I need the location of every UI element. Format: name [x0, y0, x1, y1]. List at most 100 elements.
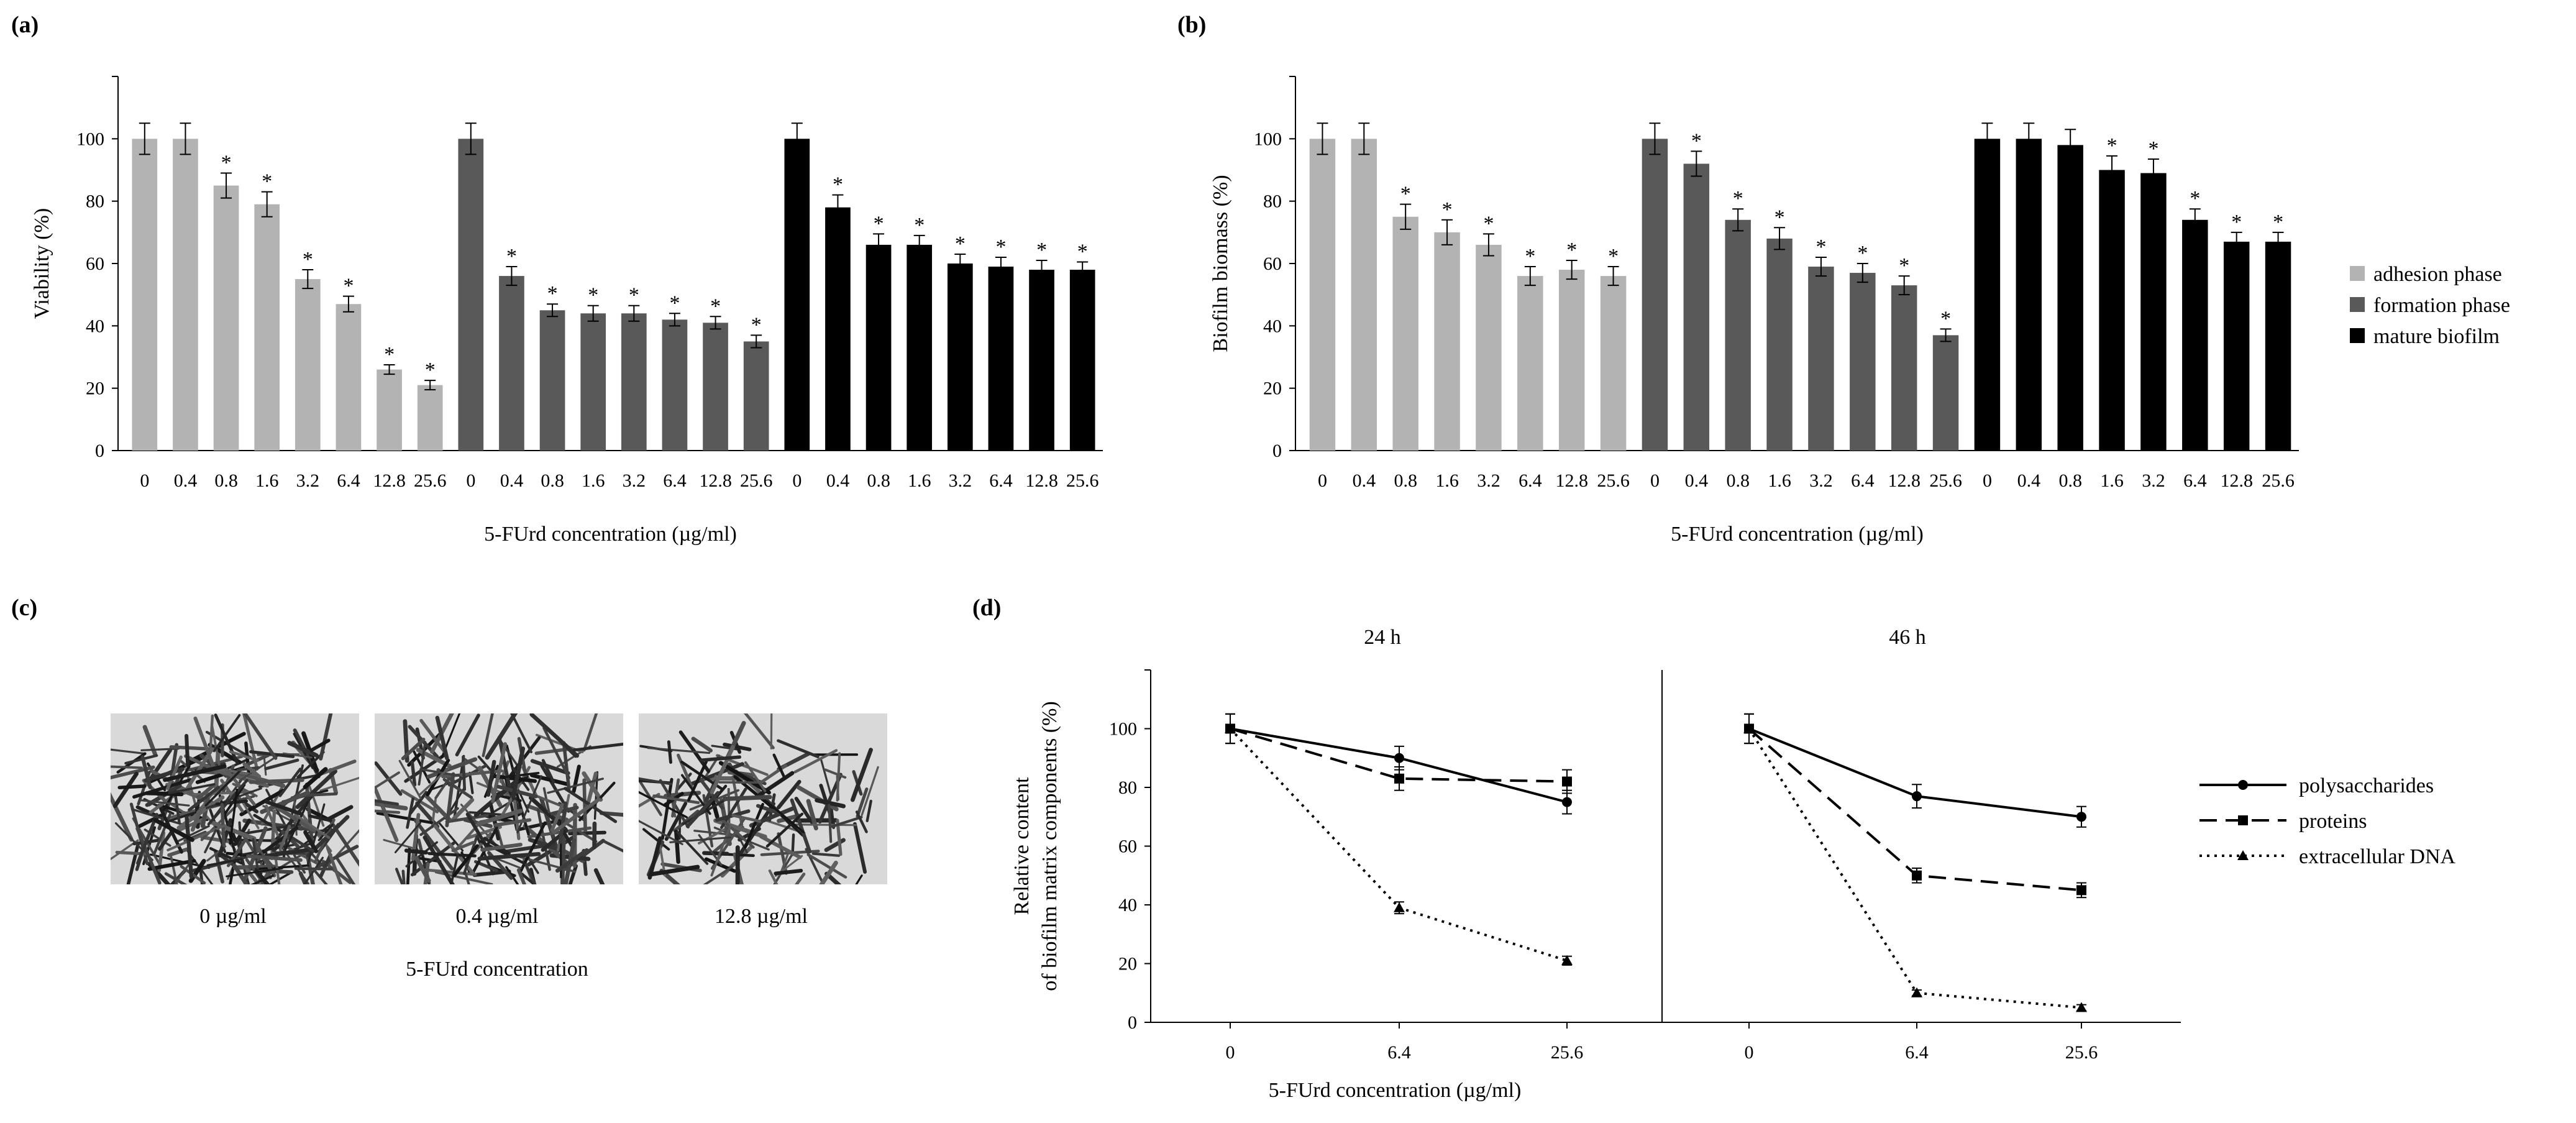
- filament: [674, 829, 680, 864]
- chart-b-ylabel: Biofilm biomass (%): [1209, 175, 1232, 352]
- filament: [375, 799, 400, 806]
- chart-a-xlabel: 5-FUrd concentration (µg/ml): [484, 523, 737, 546]
- filament: [415, 801, 440, 829]
- filament: [793, 749, 838, 774]
- filament: [777, 739, 820, 759]
- x-tick-label: 25.6: [414, 470, 447, 491]
- bar: [1891, 285, 1917, 451]
- filament: [153, 818, 194, 842]
- bar: [2223, 241, 2250, 451]
- bar: [2182, 219, 2208, 451]
- filament: [111, 765, 143, 769]
- x-tick-label: 12.8: [1025, 470, 1058, 491]
- bar: [866, 244, 892, 451]
- significance-star: *: [1566, 239, 1577, 262]
- filament: [335, 856, 356, 884]
- filament: [777, 779, 802, 810]
- x-tick-label: 0: [1650, 470, 1660, 491]
- marker-square: [1394, 773, 1404, 784]
- significance-star: *: [955, 232, 966, 255]
- significance-star: *: [751, 313, 762, 336]
- filament: [773, 853, 793, 884]
- filament: [188, 786, 221, 812]
- filament: [130, 808, 187, 827]
- filament: [861, 766, 879, 817]
- filament: [824, 768, 847, 779]
- filament: [140, 748, 180, 751]
- legend-label-adhesion: adhesion phase: [2373, 263, 2502, 286]
- bar: [784, 139, 810, 451]
- filament: [326, 846, 343, 884]
- filament: [445, 772, 455, 828]
- filament: [306, 803, 326, 866]
- significance-star: *: [1691, 129, 1702, 152]
- filament: [639, 792, 660, 808]
- x-tick-label: 6.4: [989, 470, 1013, 491]
- y-tick-label: 80: [1118, 777, 1137, 798]
- filament: [158, 831, 173, 851]
- significance-star: *: [1525, 245, 1535, 268]
- filament: [166, 755, 183, 791]
- bar: [213, 185, 239, 451]
- x-tick-label: 1.6: [908, 470, 931, 491]
- filament: [185, 733, 190, 767]
- micrograph-image-0-4: [375, 713, 623, 884]
- filament: [419, 718, 447, 754]
- filament: [265, 847, 313, 858]
- micrograph-label-0-4: 0.4 µg/ml: [456, 905, 539, 928]
- x-tick-label: 3.2: [1809, 470, 1833, 491]
- filament: [226, 867, 283, 878]
- significance-star: *: [2107, 134, 2117, 157]
- x-tick-label: 12.8: [2220, 470, 2253, 491]
- filament: [450, 853, 459, 884]
- filament: [560, 828, 567, 884]
- filament: [468, 771, 474, 794]
- x-tick-label: 6.4: [2183, 470, 2207, 491]
- significance-star: *: [221, 152, 232, 175]
- filament: [111, 839, 139, 861]
- filament: [303, 767, 328, 789]
- x-tick-label: 6.4: [1519, 470, 1542, 491]
- x-tick-label: 1.6: [255, 470, 279, 491]
- filament: [404, 848, 428, 855]
- filament: [601, 839, 623, 853]
- filament: [242, 762, 262, 779]
- filament: [140, 799, 190, 807]
- x-tick-label: 0.4: [826, 470, 850, 491]
- filament: [278, 825, 291, 851]
- filament: [685, 791, 720, 828]
- filament: [472, 869, 511, 878]
- significance-star: *: [1733, 187, 1743, 210]
- filament: [759, 835, 802, 859]
- significance-star: *: [1400, 183, 1411, 206]
- significance-star: *: [2190, 187, 2200, 210]
- bar: [1029, 270, 1054, 451]
- filament: [398, 759, 422, 800]
- x-tick-label: 25.6: [1551, 1042, 1584, 1063]
- filament: [762, 798, 805, 833]
- filament: [533, 794, 562, 807]
- micrograph-label-12-8: 12.8 µg/ml: [715, 905, 808, 928]
- filament: [422, 835, 455, 884]
- filament: [148, 748, 172, 782]
- filament: [542, 727, 571, 779]
- filament: [772, 753, 786, 779]
- filament: [572, 743, 623, 752]
- bar: [907, 244, 933, 451]
- filament: [669, 836, 732, 843]
- x-tick-label: 25.6: [740, 470, 773, 491]
- filament: [319, 853, 332, 879]
- filament: [667, 740, 672, 764]
- filament: [117, 784, 147, 790]
- filament: [295, 814, 331, 839]
- filament: [317, 823, 334, 841]
- bar: [1808, 267, 1834, 451]
- chart-d-subtitle-46h: 46 h: [1889, 626, 1926, 649]
- filament: [274, 855, 281, 884]
- filament: [564, 838, 577, 884]
- bar: [295, 279, 321, 451]
- marker-square: [1562, 776, 1572, 787]
- filament: [856, 787, 869, 818]
- filament: [639, 820, 683, 845]
- filament: [660, 777, 674, 840]
